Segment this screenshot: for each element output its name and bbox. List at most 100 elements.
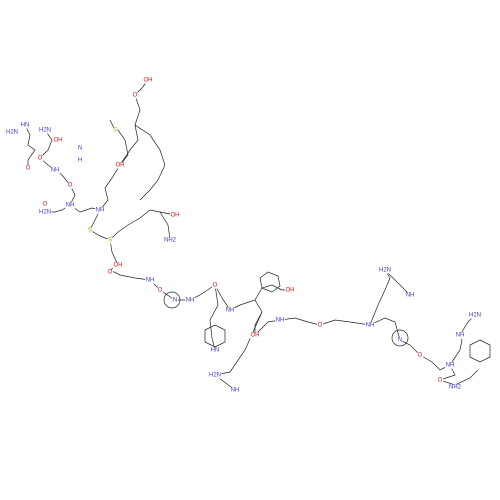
atom-label: H2N	[209, 373, 221, 379]
label-backdrop	[50, 167, 60, 174]
label-backdrop	[132, 92, 139, 99]
atom-label: O	[158, 288, 163, 294]
bond-chain	[69, 119, 129, 213]
label-backdrop	[448, 384, 463, 391]
atom-label: O	[213, 283, 218, 289]
atom-label: NH	[66, 203, 75, 209]
atom-label: NH	[96, 208, 105, 214]
bond-chain	[209, 284, 219, 351]
label-backdrop	[145, 277, 155, 284]
atom-label: O	[418, 353, 423, 359]
label-backdrop	[107, 269, 114, 276]
atom-label: O	[438, 378, 443, 384]
label-backdrop	[468, 312, 482, 319]
atom-label: NH2	[164, 238, 177, 244]
label-backdrop	[5, 129, 19, 136]
atom-label: OH	[144, 78, 153, 84]
indole-ring	[204, 324, 226, 348]
label-backdrop	[210, 347, 220, 354]
atom-label: HN	[211, 348, 220, 354]
atom-label: O	[68, 183, 73, 189]
bond-chain	[254, 299, 451, 371]
atom-label: O	[318, 323, 323, 329]
bond-chain	[24, 124, 36, 168]
label-backdrop	[250, 332, 260, 339]
bond-chain	[109, 239, 256, 311]
bond-chain	[254, 284, 290, 301]
label-backdrop	[107, 237, 113, 244]
atom-label: OH	[116, 163, 125, 169]
atom-label: O	[26, 166, 31, 172]
bond-chain	[159, 211, 171, 241]
label-backdrop	[42, 201, 49, 208]
label-backdrop	[212, 282, 219, 289]
atom-label: N	[78, 146, 82, 152]
label-backdrop	[38, 209, 52, 216]
atom-label: NH	[231, 388, 240, 394]
atom-label: H2N	[6, 130, 18, 136]
label-backdrop	[77, 157, 83, 164]
label-backdrop	[405, 292, 415, 299]
atom-label: OH	[251, 333, 260, 339]
label-backdrop	[112, 127, 118, 134]
label-backdrop	[157, 287, 164, 294]
label-backdrop	[208, 372, 222, 379]
proline-ring	[163, 291, 181, 309]
atom-label: H2N	[39, 128, 51, 134]
atom-label: O	[133, 93, 138, 99]
label-backdrop	[365, 322, 375, 329]
label-backdrop	[417, 352, 424, 359]
label-backdrop	[275, 317, 285, 324]
atom-label: S	[108, 238, 112, 244]
label-backdrop	[67, 182, 74, 189]
bond-chain	[214, 311, 263, 391]
label-backdrop	[445, 362, 455, 369]
label-backdrop	[317, 322, 324, 329]
atom-label: NH	[456, 333, 465, 339]
atom-label: NH	[366, 323, 375, 329]
atom-label: H	[78, 158, 82, 164]
atom-labels: H2N OH HN H2N O NH O H N H2N O NH O OH S…	[5, 77, 482, 394]
bond-chain	[438, 364, 479, 386]
atom-label: NH	[446, 363, 455, 369]
label-backdrop	[230, 387, 240, 394]
label-backdrop	[38, 127, 52, 134]
atom-label: H2N	[39, 210, 51, 216]
atom-label: HN	[21, 123, 30, 129]
atom-label: NH	[51, 168, 60, 174]
bond-chain	[369, 269, 411, 326]
label-backdrop	[437, 377, 444, 384]
atom-label: NH	[186, 298, 195, 304]
bond-chain	[89, 209, 176, 241]
label-backdrop	[115, 162, 125, 169]
label-backdrop	[225, 307, 235, 314]
atom-label: H2N	[379, 268, 391, 274]
label-backdrop	[378, 267, 392, 274]
label-backdrop	[53, 137, 63, 144]
proline-ring	[391, 329, 409, 347]
atom-label: O	[38, 156, 43, 162]
label-backdrop	[25, 165, 32, 172]
label-backdrop	[143, 77, 153, 84]
atom-label: S	[88, 228, 92, 234]
atom-label: N	[398, 338, 402, 344]
label-backdrop	[397, 337, 403, 344]
atom-label: OH	[286, 288, 295, 294]
atom-label: O	[43, 202, 48, 208]
atom-label: NH2	[449, 385, 462, 391]
bond-chain	[39, 129, 76, 213]
label-backdrop	[77, 145, 83, 152]
atom-label: NH	[146, 278, 155, 284]
bonds	[24, 79, 491, 391]
label-backdrop	[172, 297, 178, 304]
bond-chain	[119, 79, 149, 166]
atom-label: OH	[54, 138, 63, 144]
label-backdrop	[185, 297, 195, 304]
atom-label: NH	[226, 308, 235, 314]
label-backdrop	[37, 155, 44, 162]
label-backdrop	[170, 212, 180, 219]
label-backdrop	[285, 287, 295, 294]
phenyl-ring	[469, 339, 491, 363]
atom-label: H2N	[469, 313, 481, 319]
